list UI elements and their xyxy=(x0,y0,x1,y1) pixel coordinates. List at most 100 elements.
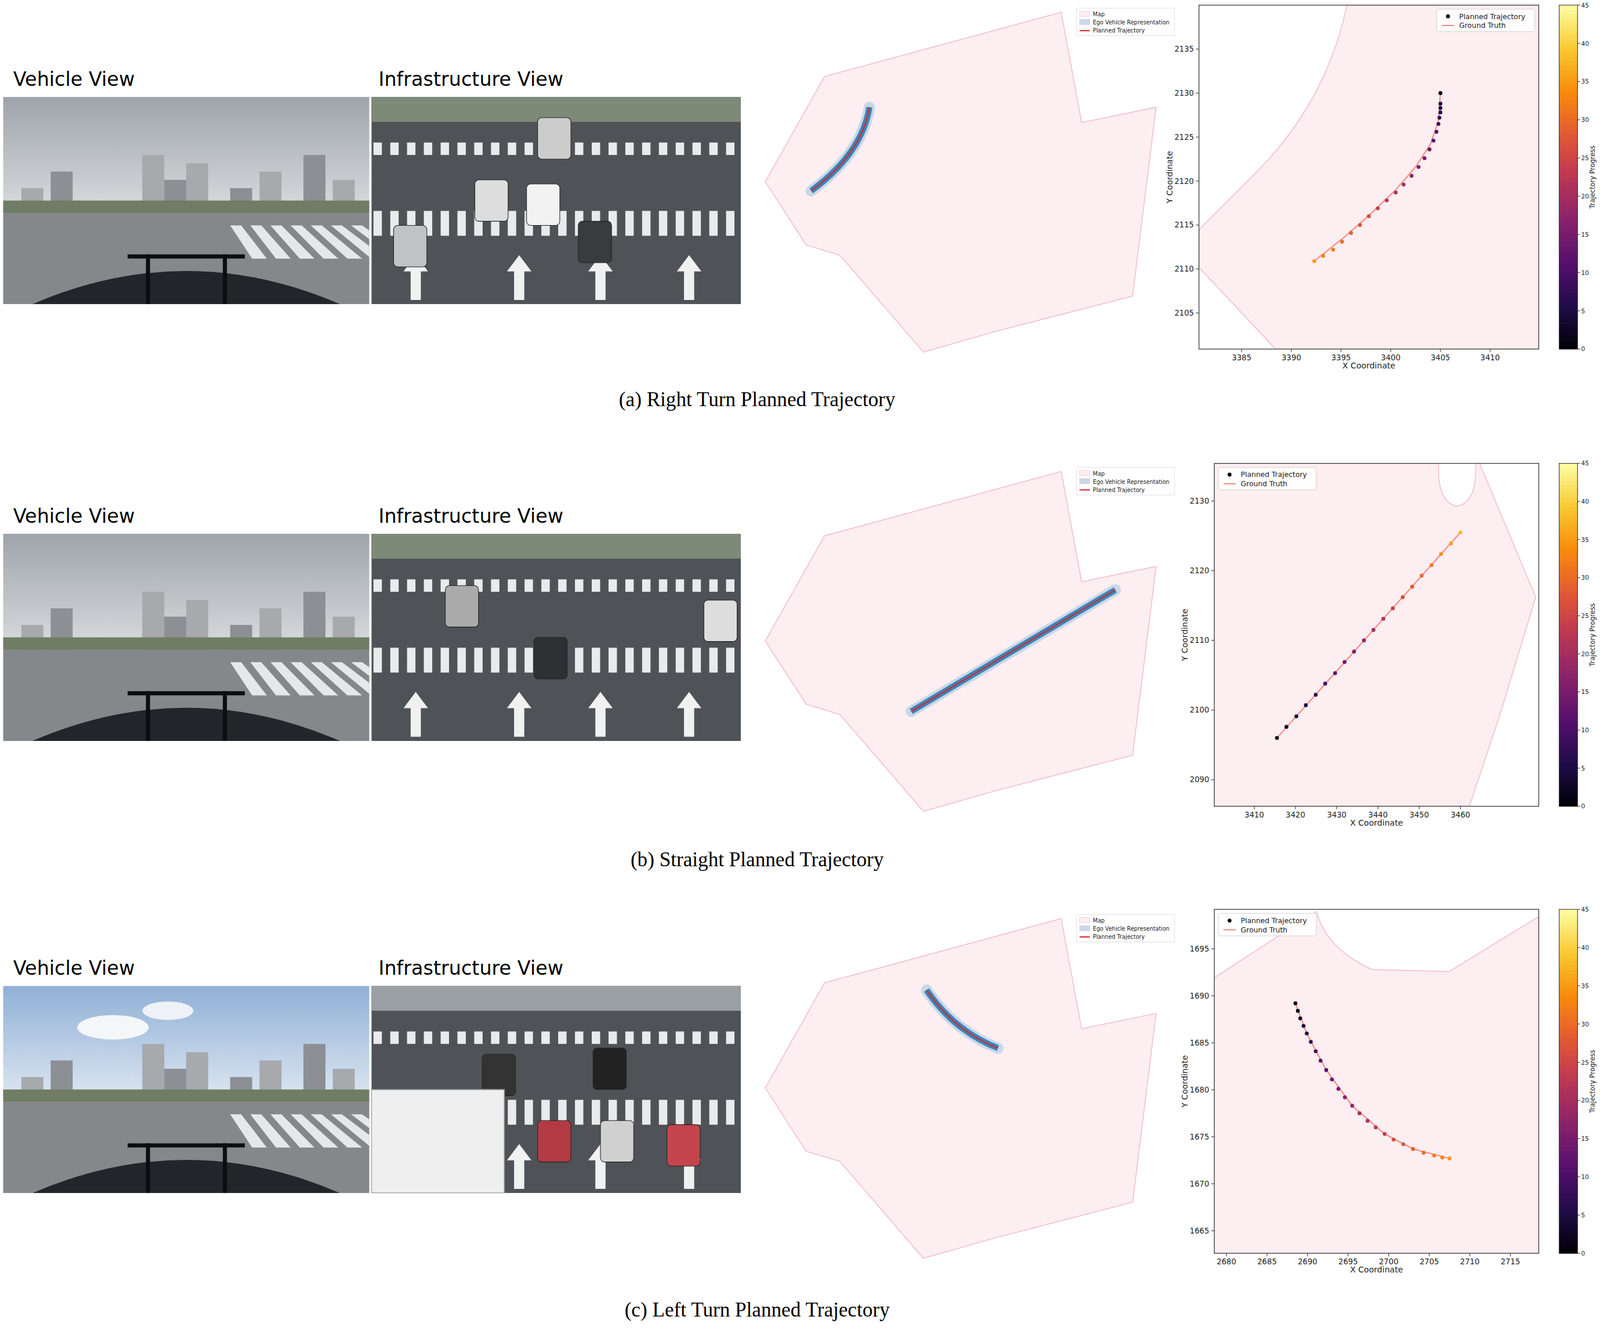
colorbar-cell xyxy=(1559,323,1578,328)
colorbar-cell xyxy=(1559,198,1578,204)
planned-trajectory xyxy=(911,589,1116,712)
colorbar-cell xyxy=(1559,1059,1578,1065)
crosswalk xyxy=(558,1031,567,1044)
colorbar-tick xyxy=(1577,1138,1580,1139)
ego-vehicle xyxy=(811,107,870,191)
crosswalk xyxy=(574,1031,584,1044)
crosswalk xyxy=(574,578,584,592)
crosswalk xyxy=(675,1099,684,1125)
data xyxy=(1312,91,1443,263)
trajectory-point xyxy=(1371,627,1376,632)
colorbar-cell xyxy=(1559,1218,1578,1224)
colorbar-cell xyxy=(1559,48,1578,53)
lane-arrow xyxy=(677,691,702,737)
trajectory-point xyxy=(1373,1125,1378,1130)
colorbar-tick xyxy=(1577,42,1580,44)
y-tick xyxy=(1211,1230,1215,1232)
colorbar-cell xyxy=(1559,1046,1578,1052)
colorbar-cell xyxy=(1559,776,1578,781)
colorbar-cell xyxy=(1559,297,1578,303)
ego-vehicle xyxy=(926,989,998,1048)
y-tick xyxy=(1211,639,1215,641)
map-area xyxy=(1214,911,1539,1254)
colorbar-tick xyxy=(1577,157,1580,159)
colorbar-cell xyxy=(1559,917,1578,923)
colorbar-tick xyxy=(1577,805,1580,807)
trajectory-point xyxy=(1330,1077,1335,1082)
colorbar-cell xyxy=(1559,284,1578,289)
crosswalk xyxy=(350,661,370,695)
colorbar-cell xyxy=(1559,561,1578,567)
colorbar-cell xyxy=(1559,1068,1578,1073)
legend-swatch xyxy=(1079,936,1091,938)
car xyxy=(667,1124,701,1166)
crosswalk xyxy=(440,211,450,237)
x-tick xyxy=(1295,806,1297,810)
legend-swatch xyxy=(1079,489,1091,491)
y-tick xyxy=(1211,1136,1215,1138)
legend-box xyxy=(1076,8,1175,36)
plot-area xyxy=(1199,5,1540,350)
colorbar-tick xyxy=(1577,1214,1580,1216)
colorbar-tick xyxy=(1577,729,1580,731)
colorbar-cell xyxy=(1559,523,1578,528)
colorbar-cell xyxy=(1559,909,1578,914)
trajectory-point xyxy=(1438,101,1443,106)
colorbar-cell xyxy=(1559,578,1578,584)
colorbar-cell xyxy=(1559,965,1578,970)
trajectory-point xyxy=(1275,736,1280,741)
plot-area xyxy=(1214,909,1539,1254)
x-tick xyxy=(1254,806,1255,810)
crosswalk xyxy=(726,647,735,673)
crosswalk xyxy=(625,578,634,592)
colorbar-tick-label: 45 xyxy=(1580,459,1589,467)
crosswalk xyxy=(390,647,399,673)
colorbar-cell xyxy=(1559,668,1578,674)
sky xyxy=(2,96,369,213)
colorbar-cell xyxy=(1559,758,1578,764)
colorbar-cell xyxy=(1559,1085,1578,1091)
truck xyxy=(371,1089,505,1194)
crosswalk xyxy=(457,142,466,155)
colorbar-cell xyxy=(1559,1231,1578,1237)
y-axis-label: Y Coordinate xyxy=(1179,1055,1190,1109)
colorbar-tick xyxy=(1577,909,1580,910)
colorbar-cell xyxy=(1559,56,1578,62)
colorbar-cell xyxy=(1559,960,1578,966)
trajectory-point xyxy=(1320,254,1326,259)
trajectory-point xyxy=(1294,714,1299,719)
colorbar-cell xyxy=(1559,1158,1578,1164)
crosswalk xyxy=(574,1099,584,1125)
legend-swatch xyxy=(1079,11,1091,17)
lane-arrow xyxy=(588,691,613,737)
colorbar-tick-label: 35 xyxy=(1580,982,1589,990)
crosswalk xyxy=(709,647,718,673)
legend-swatch xyxy=(1441,24,1454,27)
view-label: Vehicle View xyxy=(13,956,135,980)
background xyxy=(371,985,741,1011)
colorbar-cell xyxy=(1559,1119,1578,1125)
colorbar-cell xyxy=(1559,1089,1578,1095)
crosswalk xyxy=(457,211,466,237)
view-label: Vehicle View xyxy=(13,504,135,528)
crosswalk xyxy=(709,211,718,237)
colorbar-cell xyxy=(1559,13,1578,19)
y-tick-label: 1665 xyxy=(1189,1226,1210,1236)
x-tick-label: 3460 xyxy=(1450,810,1471,820)
colorbar-cell xyxy=(1559,681,1578,687)
legend-swatch xyxy=(1227,472,1232,477)
colorbar-cell xyxy=(1559,686,1578,691)
legend-box xyxy=(1076,467,1175,495)
crosswalk xyxy=(608,647,617,673)
crosswalk xyxy=(608,578,617,592)
x-tick xyxy=(1340,349,1342,353)
colorbar-cell xyxy=(1559,797,1578,803)
trajectory-point xyxy=(1362,638,1367,643)
colorbar-cell xyxy=(1559,181,1578,187)
colorbar-cell xyxy=(1559,203,1578,208)
colorbar-cell xyxy=(1559,258,1578,264)
x-tick xyxy=(1266,1253,1268,1256)
y-tick xyxy=(1211,1089,1215,1091)
crosswalk xyxy=(524,647,533,673)
colorbar-tick xyxy=(1577,1099,1580,1101)
